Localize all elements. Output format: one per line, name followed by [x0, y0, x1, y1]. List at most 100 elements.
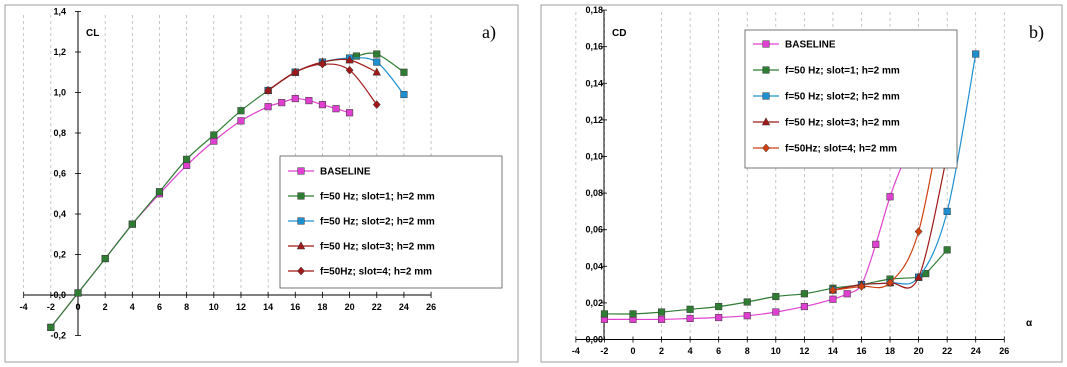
data-point	[291, 95, 299, 103]
legend-box	[744, 29, 958, 169]
x-tick-label: 8	[184, 302, 189, 312]
y-tick-label: 0,16	[585, 42, 603, 52]
data-point	[629, 310, 637, 318]
legend-marker	[762, 143, 770, 153]
data-point	[318, 101, 326, 109]
x-tick-label: -2	[47, 302, 55, 312]
y-tick-label: 0,02	[585, 298, 603, 308]
x-axis-label: α	[1026, 318, 1033, 329]
y-tick-label: -0,2	[50, 331, 66, 341]
legend-marker	[297, 266, 305, 276]
data-point	[237, 117, 245, 125]
x-tick-label: 14	[263, 302, 273, 312]
chart-panel-2: -4 -2 0 2 4 6 8 10 12 14 16 18 20 22 24 260,000,020,040…	[540, 4, 1063, 363]
grid-lines	[23, 15, 432, 295]
legend-marker	[296, 241, 306, 250]
data-point	[843, 290, 851, 298]
x-tick-label: 22	[372, 302, 382, 312]
data-point	[372, 100, 381, 110]
legend-marker	[297, 192, 305, 200]
x-tick-label: 18	[317, 302, 327, 312]
legend-marker	[761, 117, 771, 126]
y-axis-label: CL	[86, 28, 99, 39]
x-tick-label: 18	[885, 346, 895, 356]
x-tick-label: 26	[999, 346, 1009, 356]
data-point	[829, 295, 837, 303]
data-point	[210, 131, 218, 139]
data-point	[183, 161, 191, 169]
legend-marker	[762, 66, 770, 74]
x-tick-label: 24	[971, 346, 981, 356]
data-point	[291, 67, 300, 77]
x-tick-label: 4	[130, 302, 135, 312]
panel-label: b)	[1029, 22, 1044, 43]
data-point	[345, 55, 354, 64]
x-tick-label: 0	[75, 302, 80, 312]
data-point	[264, 86, 273, 95]
legend-entry: f=50 Hz; slot=2; h=2 mm	[785, 92, 900, 103]
x-tick-label: 4	[688, 346, 693, 356]
x-tick-label: 10	[771, 346, 781, 356]
x-tick-label: -4	[20, 302, 28, 312]
data-point	[373, 58, 381, 66]
y-axis-label: CD	[612, 28, 626, 39]
data-point	[318, 59, 327, 69]
data-point	[828, 285, 837, 295]
data-point	[772, 308, 780, 316]
data-point	[972, 50, 980, 58]
data-point	[332, 105, 340, 113]
x-tick-label: 6	[157, 302, 162, 312]
data-point	[715, 313, 723, 322]
y-tick-label: 0,18	[585, 5, 603, 15]
legend: BASELINE f=50 Hz; slot=1; h=2 mm f=50 Hz; …	[744, 29, 958, 169]
legend-entry: f=50 Hz; slot=1; h=2 mm	[320, 192, 435, 203]
legend-entry: f=50 Hz; slot=3; h=2 mm	[785, 118, 900, 129]
x-tick-label: 16	[290, 302, 300, 312]
y-tick-label: -0,0	[50, 290, 66, 300]
data-point	[400, 90, 408, 99]
data-point	[857, 282, 866, 291]
legend-entry: f=50 Hz; slot=2; h=2 mm	[320, 217, 435, 228]
data-point	[715, 303, 723, 311]
y-tick-label: 0,14	[585, 78, 603, 88]
legend-entry: f=50Hz; slot=4; h=2 mm	[320, 267, 432, 278]
x-tick-label: 0	[630, 346, 635, 356]
y-tick-label: 0,04	[585, 261, 603, 271]
data-point	[128, 220, 136, 228]
data-point	[886, 193, 894, 201]
data-point	[400, 68, 408, 76]
x-tick-label: -2	[600, 346, 608, 356]
data-point	[47, 323, 55, 331]
panel-label: a)	[482, 22, 496, 43]
x-tick-label: 6	[716, 346, 721, 356]
x-tick-label: 20	[345, 302, 355, 312]
legend-entry: f=50Hz; slot=4; h=2 mm	[785, 144, 897, 155]
x-tick-label: 12	[236, 302, 246, 312]
data-point	[155, 188, 164, 196]
x-tick-label: 24	[399, 302, 409, 312]
data-point	[914, 272, 923, 281]
data-point	[264, 103, 272, 111]
data-point	[800, 303, 808, 311]
y-tick-label: 1,2	[53, 47, 66, 57]
x-tick-label: 14	[828, 346, 838, 356]
legend-box	[279, 155, 503, 289]
legend-entry: BASELINE	[785, 40, 836, 51]
x-tick-label: 2	[103, 302, 108, 312]
y-tick-label: 1,4	[53, 7, 66, 17]
y-tick-label: 0,08	[585, 188, 603, 198]
data-point	[373, 50, 381, 58]
legend-marker	[297, 217, 305, 225]
x-tick-label: 22	[942, 346, 952, 356]
data-point	[237, 107, 245, 115]
data-point	[743, 298, 751, 306]
y-tick-label: 0,8	[53, 128, 66, 138]
data-point	[658, 308, 666, 316]
data-point	[658, 315, 666, 323]
data-point	[101, 255, 109, 263]
data-point	[305, 97, 313, 105]
data-point	[686, 305, 694, 313]
data-point	[600, 310, 608, 318]
x-tick-label: 16	[856, 346, 866, 356]
x-tick-label: -4	[572, 346, 580, 356]
